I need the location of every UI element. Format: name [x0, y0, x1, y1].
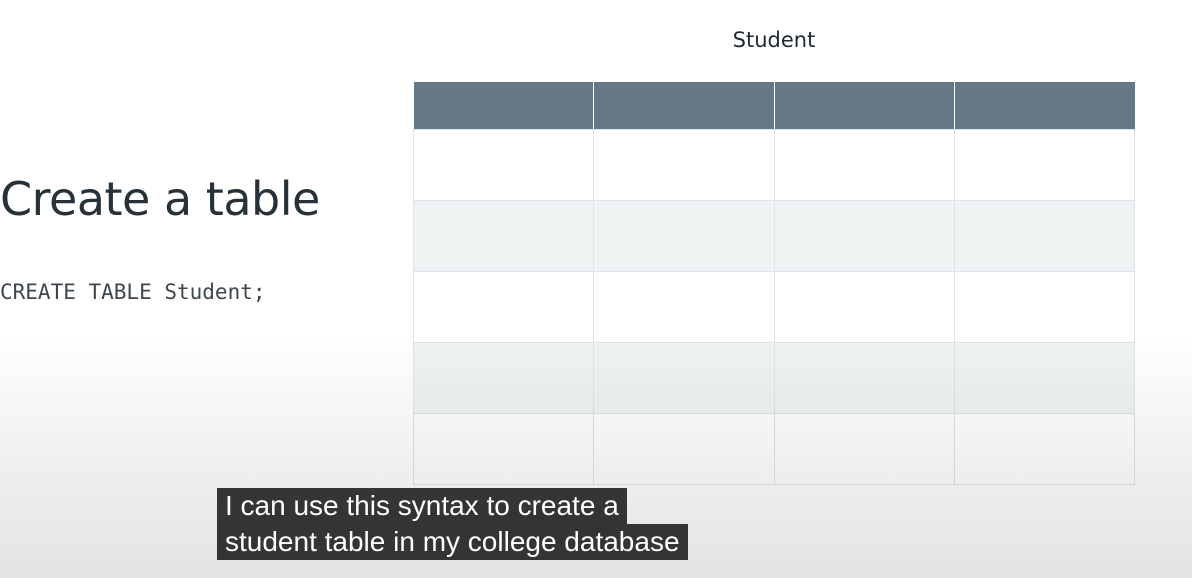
- table-cell: [593, 413, 775, 485]
- table-cell: [412, 342, 595, 414]
- table-row: [412, 271, 1136, 343]
- header-cell: [773, 82, 955, 130]
- table-cell: [593, 271, 775, 343]
- table-cell: [593, 129, 775, 201]
- caption-line: student table in my college database: [217, 524, 688, 560]
- table-cell: [412, 200, 595, 272]
- table-cell: [953, 129, 1136, 201]
- student-table: [412, 82, 1136, 485]
- table-row: [412, 200, 1136, 272]
- slide-heading: Create a table: [0, 172, 320, 226]
- table-cell: [593, 200, 775, 272]
- table-cell: [953, 342, 1136, 414]
- video-caption: I can use this syntax to create a studen…: [217, 488, 688, 560]
- table-row: [412, 129, 1136, 201]
- header-cell: [953, 82, 1135, 130]
- table-row: [412, 413, 1136, 485]
- table-cell: [953, 413, 1136, 485]
- table-cell: [412, 129, 595, 201]
- table-cell: [773, 200, 955, 272]
- sql-code-snippet: CREATE TABLE Student;: [0, 280, 266, 304]
- table-cell: [773, 413, 955, 485]
- header-cell: [413, 82, 595, 130]
- header-cell: [593, 82, 775, 130]
- table-header-row: [413, 82, 1135, 130]
- table-cell: [593, 342, 775, 414]
- caption-line: I can use this syntax to create a: [217, 488, 627, 524]
- table-cell: [773, 342, 955, 414]
- table-cell: [773, 129, 955, 201]
- table-cell: [412, 413, 595, 485]
- table-cell: [412, 271, 595, 343]
- table-row: [412, 342, 1136, 414]
- table-cell: [773, 271, 955, 343]
- table-title: Student: [732, 28, 816, 52]
- table-cell: [953, 271, 1136, 343]
- table-cell: [953, 200, 1136, 272]
